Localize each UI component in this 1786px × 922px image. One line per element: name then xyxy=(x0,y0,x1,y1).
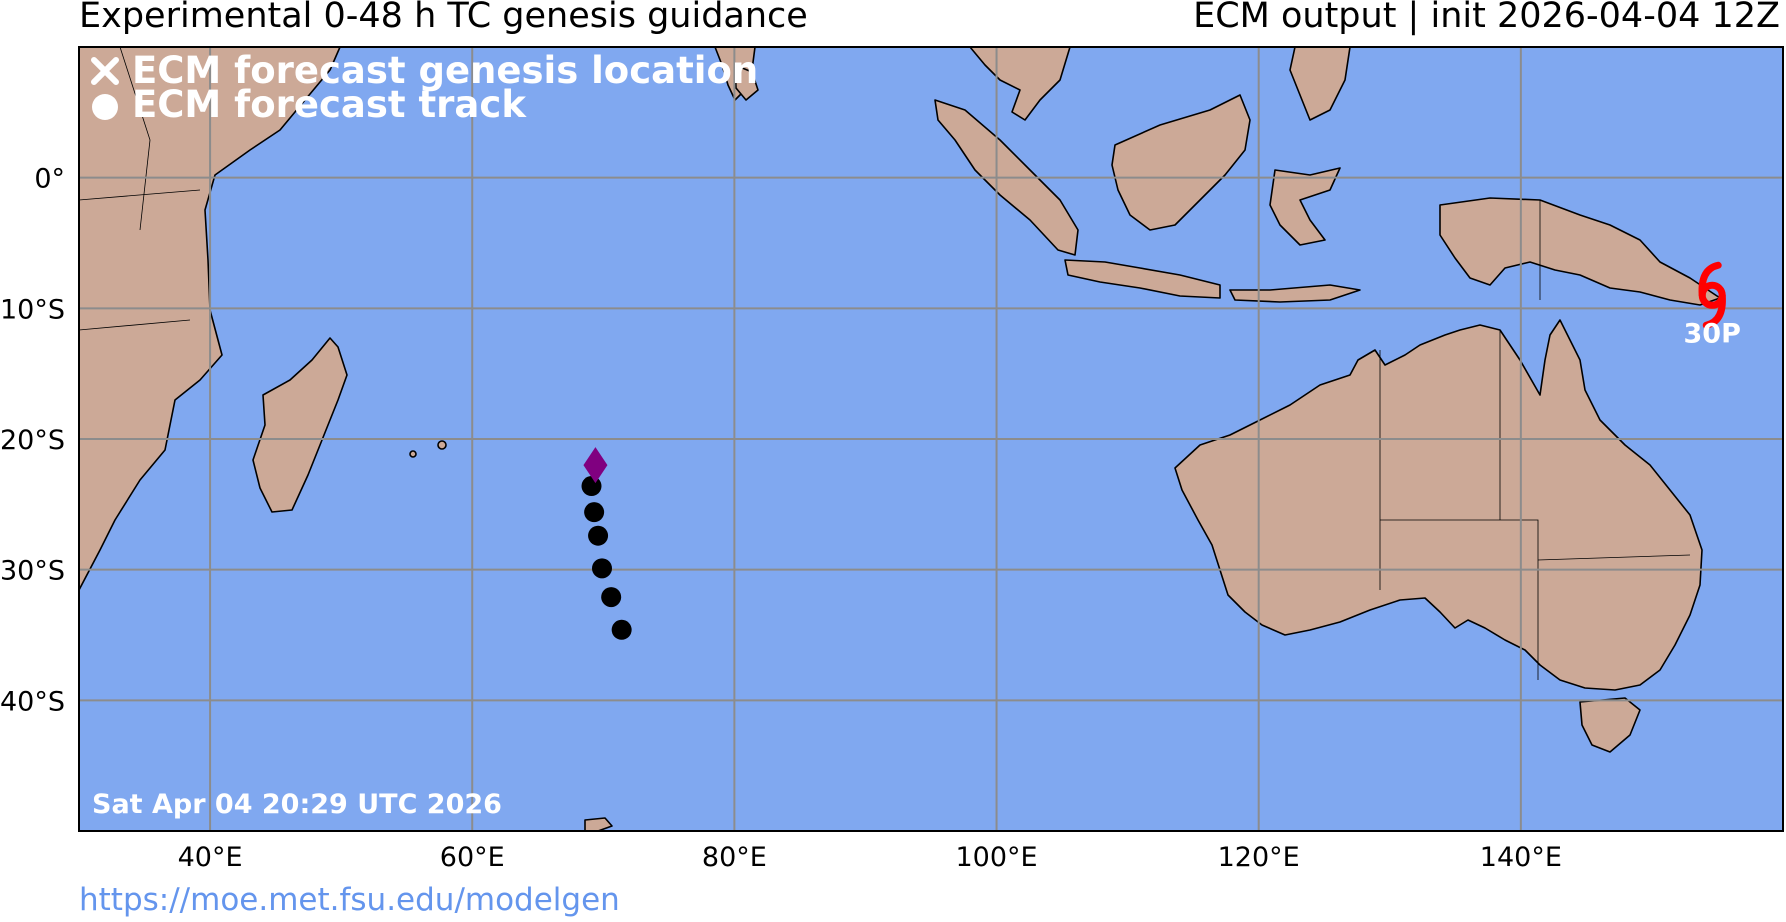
x-tick-label: 40°E xyxy=(178,842,243,873)
x-axis-ticks: 40°E 60°E 80°E 100°E 120°E 140°E xyxy=(178,842,1562,873)
y-axis-ticks: 0° 10°S 20°S 30°S 40°S xyxy=(0,164,65,718)
chart-title: Experimental 0-48 h TC genesis guidance xyxy=(79,0,808,36)
philippines-landmass xyxy=(1289,47,1351,121)
timestamp-label: Sat Apr 04 20:29 UTC 2026 xyxy=(92,789,502,820)
java-landmass xyxy=(1064,259,1221,299)
legend: ECM forecast genesis location ECM foreca… xyxy=(91,49,758,126)
y-tick-label: 30°S xyxy=(0,556,65,587)
borneo-landmass xyxy=(1111,94,1251,231)
track-point xyxy=(601,587,622,608)
new-guinea-landmass xyxy=(1439,197,1721,306)
sri-lanka-landmass xyxy=(734,64,759,101)
y-tick-label: 40°S xyxy=(0,686,65,717)
grid-lines xyxy=(79,47,1783,831)
legend-track-label: ECM forecast track xyxy=(132,83,527,126)
genesis-diamond-icon xyxy=(583,447,608,484)
x-tick-label: 120°E xyxy=(1218,842,1300,873)
se-asia-landmass xyxy=(969,47,1071,121)
model-init-label: ECM output | init 2026-04-04 12Z xyxy=(1193,0,1780,36)
x-tick-label: 80°E xyxy=(702,842,767,873)
y-tick-label: 10°S xyxy=(0,294,65,325)
lesser-sunda-landmass xyxy=(1229,284,1361,303)
y-tick-label: 0° xyxy=(34,164,65,195)
storm-label: 30P xyxy=(1684,318,1741,349)
circle-marker-icon xyxy=(92,94,118,120)
madagascar-landmass xyxy=(252,337,348,513)
sulawesi-landmass xyxy=(1269,167,1341,246)
x-marker-icon xyxy=(91,57,119,85)
track-point xyxy=(581,476,602,497)
track-point xyxy=(611,619,632,640)
australia-landmass xyxy=(1174,319,1703,691)
x-tick-label: 60°E xyxy=(440,842,505,873)
storm-30p: 30P xyxy=(1684,261,1741,349)
track-point xyxy=(591,558,612,579)
map-frame xyxy=(78,46,1784,832)
source-url-link[interactable]: https://moe.met.fsu.edu/modelgen xyxy=(79,882,620,918)
track-point xyxy=(588,525,609,546)
hurricane-icon xyxy=(1698,261,1726,329)
forecast-track xyxy=(581,476,632,640)
x-tick-label: 100°E xyxy=(955,842,1037,873)
y-tick-label: 20°S xyxy=(0,425,65,456)
genesis-location xyxy=(583,447,608,484)
border-lines xyxy=(79,47,1691,680)
legend-genesis-label: ECM forecast genesis location xyxy=(132,49,758,92)
kerguelen-landmass xyxy=(584,817,613,831)
track-point xyxy=(584,502,605,523)
x-tick-label: 140°E xyxy=(1480,842,1562,873)
